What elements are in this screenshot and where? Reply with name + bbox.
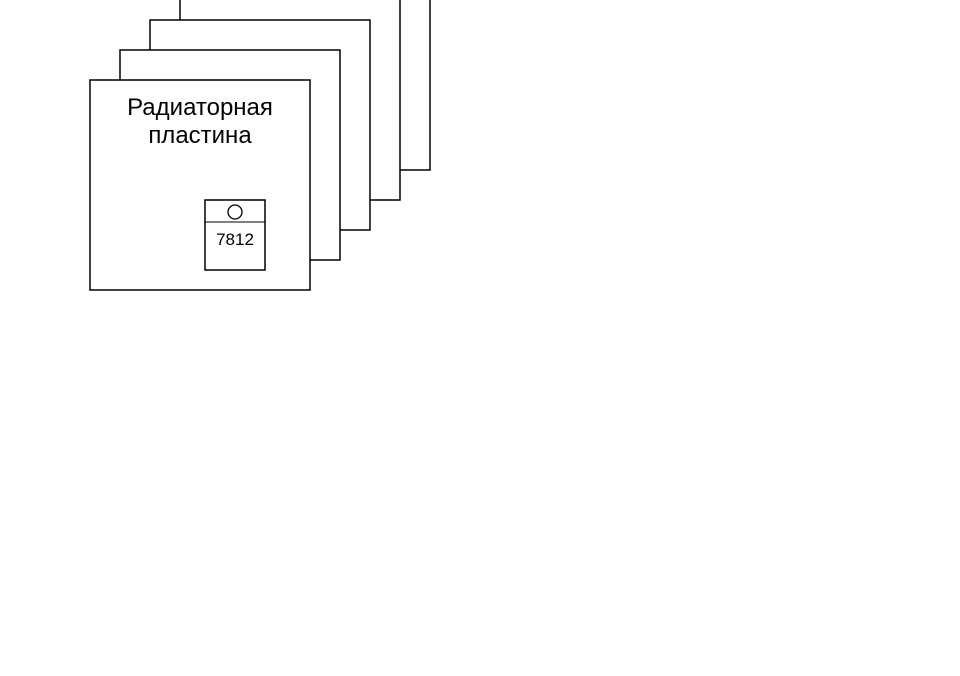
svg-text:7812: 7812 [216, 230, 254, 249]
svg-text:Радиаторная: Радиаторная [127, 94, 273, 121]
svg-text:пластина: пластина [148, 122, 252, 149]
